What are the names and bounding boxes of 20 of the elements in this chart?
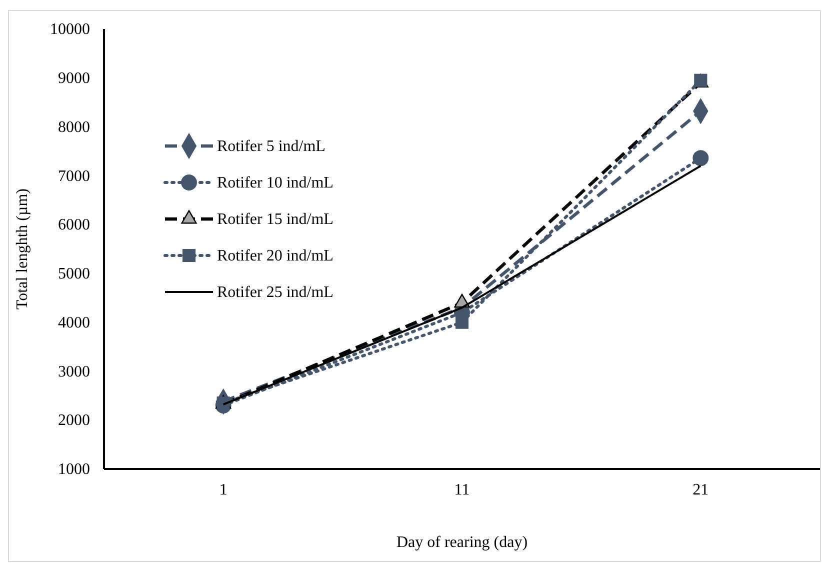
- y-tick-label: 2000: [58, 412, 90, 430]
- y-tick-label: 3000: [58, 363, 90, 380]
- y-tick-label: 8000: [58, 118, 90, 136]
- y-tick-label: 1000: [58, 461, 90, 478]
- y-tick-label: 10000: [50, 21, 90, 38]
- legend-label: Rotifer 5 ind/mL: [217, 138, 326, 155]
- legend-label: Rotifer 15 ind/mL: [217, 211, 334, 228]
- y-tick-label: 7000: [58, 168, 90, 185]
- y-tick-label: 5000: [58, 266, 90, 283]
- x-tick-label: 1: [219, 481, 228, 498]
- legend-label: Rotifer 10 ind/mL: [217, 174, 334, 192]
- x-tick-label: 11: [454, 481, 470, 498]
- legend-label: Rotifer 20 ind/mL: [217, 248, 334, 264]
- legend-label: Rotifer 25 ind/mL: [217, 284, 334, 301]
- y-tick-label: 4000: [58, 314, 90, 332]
- y-tick-label: 6000: [58, 216, 90, 234]
- x-tick-label: 21: [692, 481, 709, 498]
- x-axis-title: Day of rearing (day): [396, 534, 528, 551]
- y-axis-title: Total lenghth (µm): [14, 188, 31, 310]
- y-tick-label: 9000: [58, 70, 90, 88]
